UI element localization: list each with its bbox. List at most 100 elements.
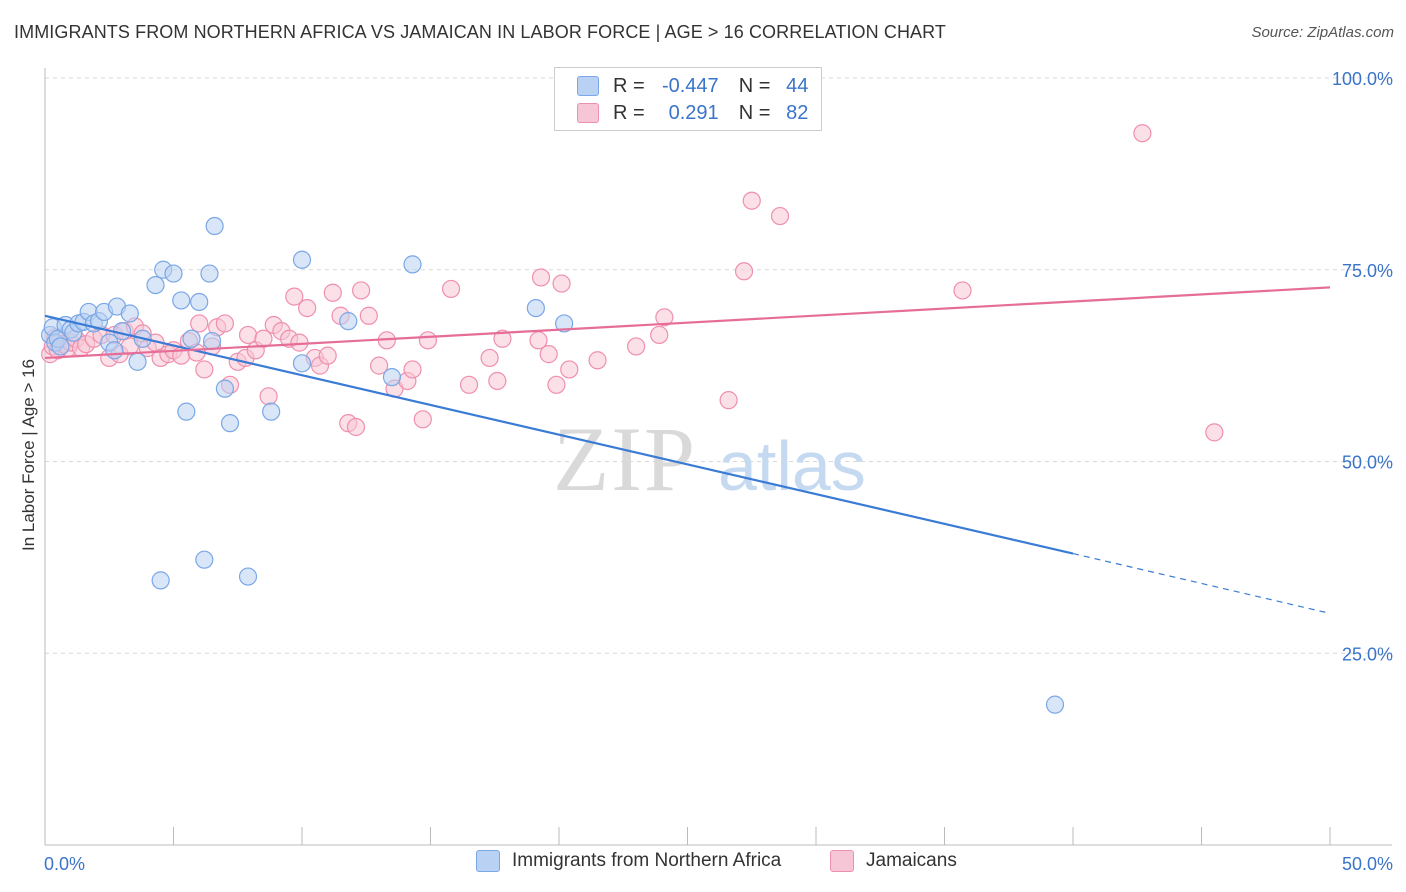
legend-n-label: N =: [738, 101, 771, 124]
data-point: [238, 567, 258, 586]
data-point: [215, 379, 234, 398]
data-point: [719, 391, 738, 410]
data-point: [164, 264, 183, 283]
y-axis-label: In Labor Force | Age > 16: [19, 359, 38, 551]
data-point: [202, 331, 222, 351]
data-point: [459, 375, 479, 394]
data-point: [1045, 695, 1065, 714]
data-point: [120, 304, 139, 323]
data-point: [555, 314, 574, 333]
data-point: [1133, 124, 1152, 143]
legend-r-label: R =: [613, 101, 645, 124]
data-point: [418, 331, 438, 350]
data-point: [190, 292, 209, 312]
data-point: [195, 360, 214, 379]
legend-r-label: R =: [613, 74, 645, 97]
data-point: [254, 329, 273, 348]
stats-legend: R = -0.447 N = 44 R = 0.291 N = 82: [554, 67, 822, 131]
data-point: [292, 250, 312, 269]
data-point: [339, 312, 358, 331]
data-point: [205, 216, 224, 236]
data-point: [146, 275, 165, 295]
legend-row-northern-africa: R = -0.447 N = 44: [577, 74, 808, 98]
data-point: [359, 306, 378, 325]
data-point: [626, 337, 646, 356]
data-point: [403, 360, 422, 379]
data-point: [588, 351, 607, 370]
y-tick-label: 50.0%: [1342, 453, 1393, 473]
data-point: [539, 345, 558, 364]
legend-n-label: N =: [738, 74, 771, 97]
y-tick-label: 25.0%: [1342, 644, 1393, 664]
trend-line-northern-africa: [44, 314, 1074, 555]
legend-label: Jamaicans: [866, 850, 957, 871]
x-tick-label: 50.0%: [1342, 854, 1393, 874]
y-tick-label: 75.0%: [1342, 261, 1393, 281]
data-point: [352, 281, 371, 300]
data-point: [770, 206, 790, 226]
data-point: [177, 402, 196, 421]
data-point: [285, 287, 304, 306]
data-point: [195, 550, 214, 569]
data-point: [655, 308, 674, 327]
legend-r-value: -0.447: [661, 74, 719, 97]
trend-lines: [44, 286, 1331, 614]
data-point: [172, 291, 191, 310]
legend-swatch-pink: [830, 850, 854, 872]
legend-item-jamaicans: Jamaicans: [830, 850, 957, 872]
data-point: [292, 354, 312, 373]
data-point: [953, 281, 972, 300]
data-point: [318, 346, 337, 365]
source-label: Source: ZipAtlas.com: [1251, 24, 1394, 41]
tick-labels: 25.0% 50.0% 75.0% 100.0% 0.0% 50.0%: [44, 69, 1393, 874]
data-point: [259, 387, 278, 406]
watermark-zip: ZIP: [553, 408, 697, 510]
legend-row-jamaicans: R = 0.291 N = 82: [577, 101, 808, 125]
data-point: [488, 371, 507, 391]
axes: [44, 68, 1392, 846]
data-point: [734, 262, 754, 281]
data-point: [51, 337, 70, 356]
x-tick-label: 0.0%: [44, 854, 85, 874]
data-point: [220, 414, 240, 433]
chart-title: IMMIGRANTS FROM NORTHERN AFRICA VS JAMAI…: [14, 22, 947, 42]
data-point: [526, 299, 545, 318]
data-point: [560, 360, 579, 379]
data-point: [128, 352, 147, 371]
legend-swatch-blue: [577, 76, 599, 96]
data-point: [413, 410, 432, 429]
data-point: [403, 255, 422, 274]
legend-n-value: 44: [786, 74, 809, 97]
legend-n-value: 82: [786, 101, 809, 124]
data-point: [298, 299, 317, 318]
data-point: [370, 356, 389, 375]
data-point: [480, 348, 499, 368]
watermark-atlas: atlas: [718, 427, 866, 505]
data-point: [650, 325, 669, 345]
legend-swatch-blue: [476, 850, 500, 872]
data-point: [547, 375, 566, 394]
data-point: [151, 571, 170, 590]
data-point: [742, 191, 761, 210]
data-point: [238, 325, 258, 345]
data-point: [531, 268, 551, 287]
data-point: [346, 417, 366, 437]
data-point: [182, 329, 201, 348]
watermark: ZIP atlas: [553, 408, 866, 510]
gridlines: [45, 77, 1392, 654]
data-point: [262, 402, 281, 421]
data-point: [552, 274, 571, 293]
legend-label: Immigrants from Northern Africa: [512, 850, 782, 871]
trend-line-jamaicans: [44, 286, 1331, 360]
data-point: [190, 314, 209, 333]
legend-item-northern-africa: Immigrants from Northern Africa: [476, 850, 781, 872]
legend-r-value: 0.291: [668, 101, 719, 124]
trend-line-extension: [1072, 552, 1331, 614]
data-point: [215, 314, 234, 333]
data-point: [382, 368, 402, 387]
y-tick-label: 100.0%: [1332, 69, 1393, 89]
data-point: [493, 329, 512, 348]
data-point: [323, 283, 342, 302]
legend-swatch-pink: [577, 103, 599, 123]
data-points: [41, 124, 1224, 714]
